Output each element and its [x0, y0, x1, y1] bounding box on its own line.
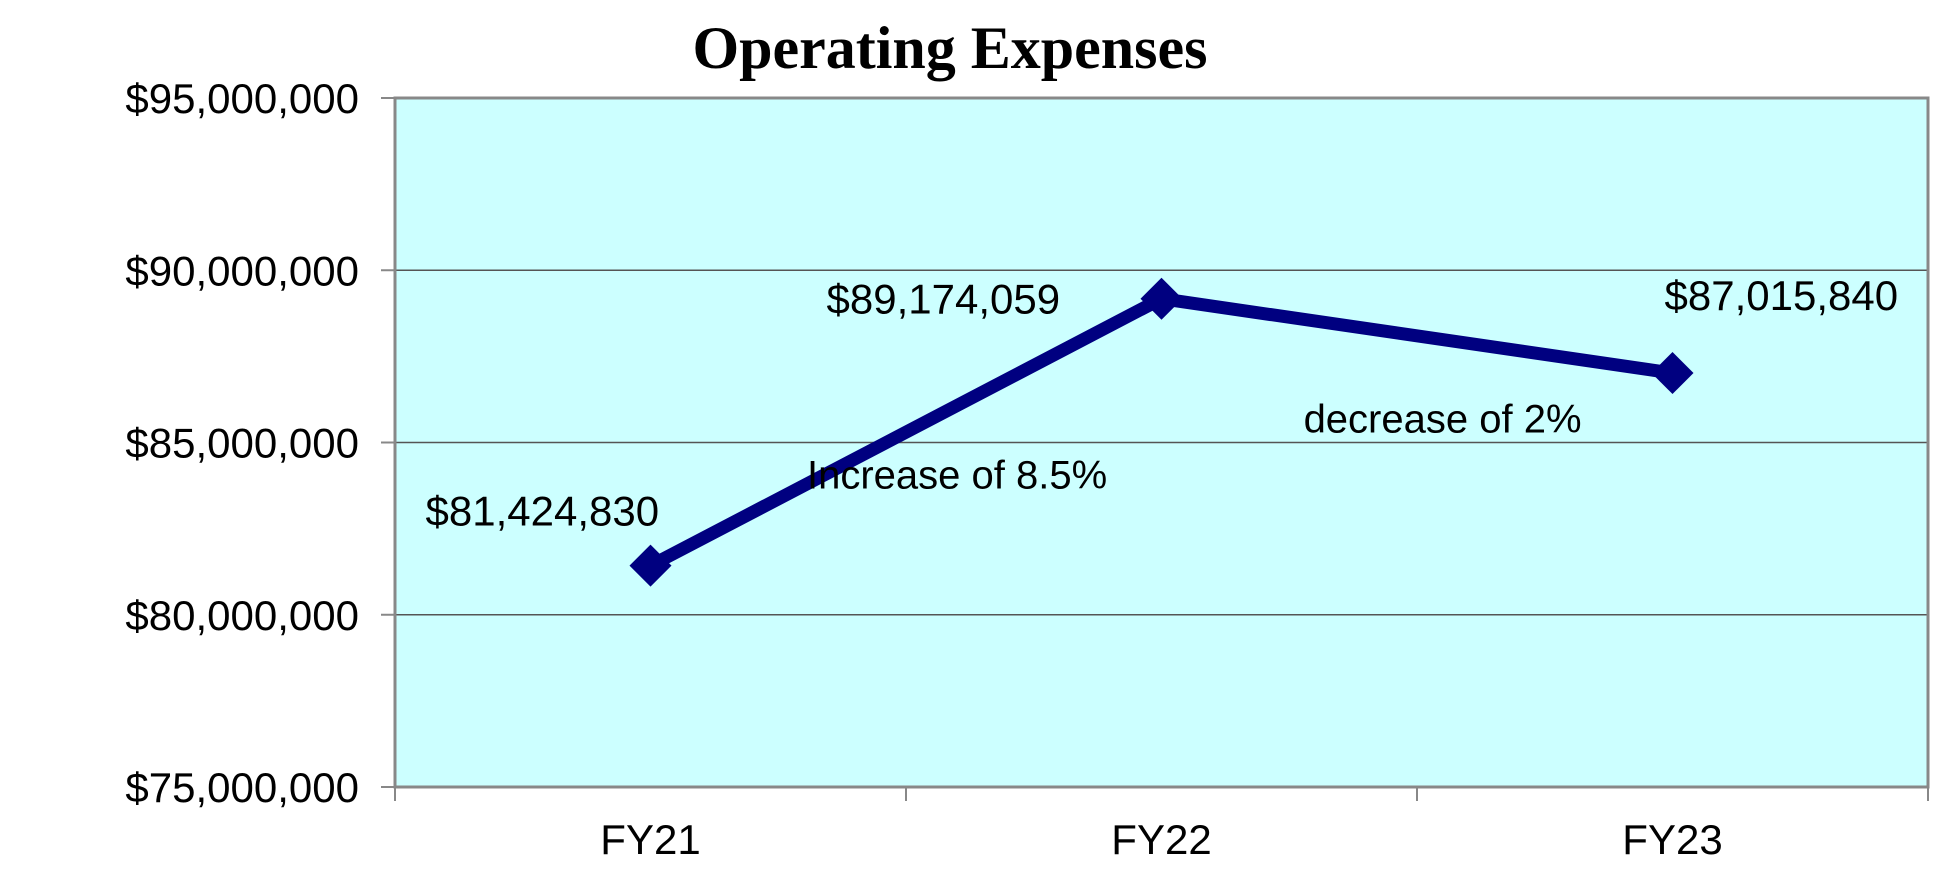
data-point-marker	[1140, 277, 1183, 320]
y-tick-label: $85,000,000	[125, 420, 359, 467]
data-label: $87,015,840	[1665, 272, 1899, 319]
y-tick-label: $75,000,000	[125, 764, 359, 811]
x-tick-label: FY21	[600, 816, 700, 863]
annotation: Increase of 8.5%	[807, 453, 1107, 497]
data-label: $89,174,059	[827, 276, 1061, 323]
x-tick-label: FY23	[1622, 816, 1722, 863]
chart-title: Operating Expenses	[692, 15, 1208, 81]
data-label: $81,424,830	[426, 488, 660, 535]
data-point-marker	[1651, 352, 1694, 395]
data-point-marker	[629, 544, 672, 587]
y-tick-label: $80,000,000	[125, 592, 359, 639]
y-tick-label: $95,000,000	[125, 75, 359, 122]
y-tick-label: $90,000,000	[125, 247, 359, 294]
plot-border	[393, 96, 1930, 789]
annotation: decrease of 2%	[1304, 398, 1582, 442]
x-tick-label: FY22	[1111, 816, 1211, 863]
